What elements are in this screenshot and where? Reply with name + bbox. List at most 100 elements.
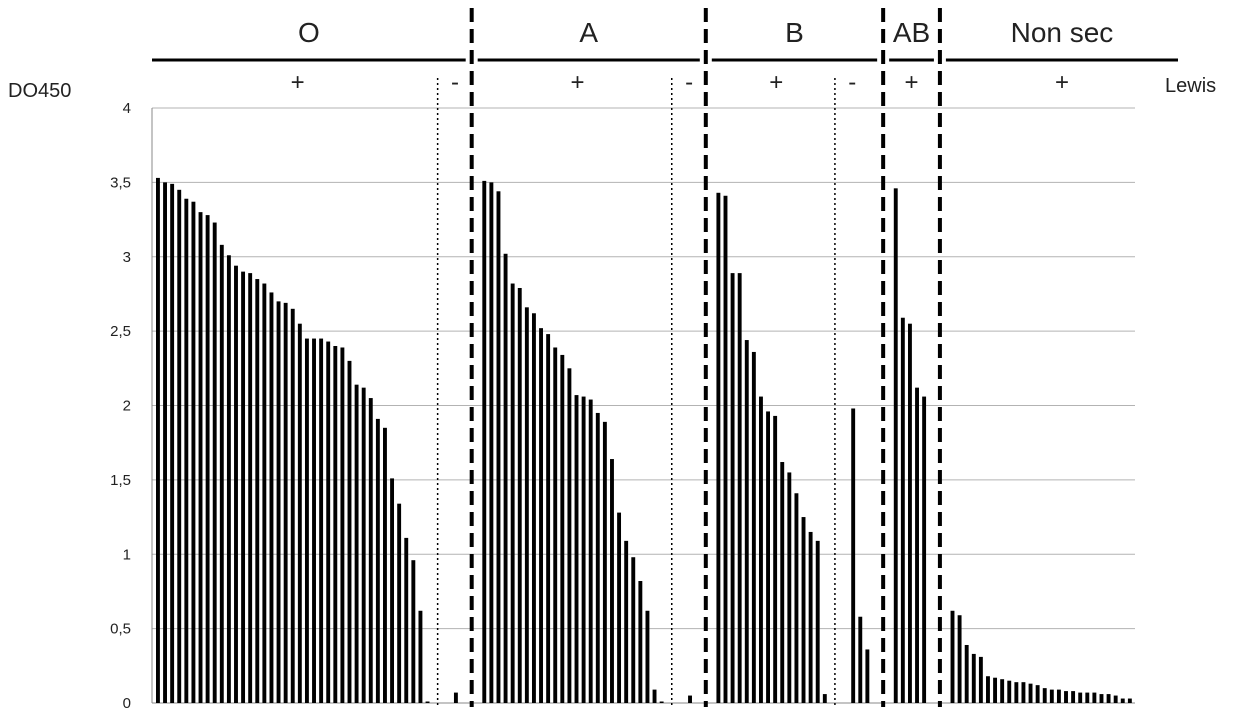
bar [645, 610, 650, 703]
bar [581, 396, 586, 703]
bar [1120, 698, 1125, 703]
bar [1113, 695, 1118, 703]
bar [922, 396, 927, 703]
bar [489, 182, 494, 704]
bar [503, 253, 508, 703]
bar [1014, 682, 1019, 703]
bar [1007, 680, 1012, 703]
bar [269, 292, 274, 703]
y-axis-title: DO450 [8, 80, 71, 102]
bar [418, 610, 423, 703]
bar [297, 323, 302, 703]
bar [737, 273, 742, 703]
bar [915, 387, 919, 703]
bar [397, 503, 402, 703]
bar [950, 610, 955, 703]
bar [766, 411, 770, 703]
lewis-sign: + [769, 69, 783, 96]
bar [390, 478, 395, 703]
bar [553, 347, 558, 703]
bar [688, 695, 692, 703]
y-tick-label: 0,5 [110, 621, 131, 638]
bar [156, 177, 160, 703]
bar [411, 560, 416, 703]
lewis-sign: - [451, 69, 459, 96]
bar [1000, 679, 1005, 703]
bar [255, 279, 260, 703]
bar [283, 302, 288, 703]
bar [383, 427, 387, 703]
bar [304, 338, 309, 703]
bar [290, 308, 295, 703]
bar [1035, 685, 1040, 703]
bar [588, 399, 593, 703]
bar [184, 198, 189, 704]
bar [333, 346, 338, 703]
bar [957, 615, 962, 703]
y-tick-label: 3,5 [110, 174, 131, 191]
bar [368, 398, 373, 703]
y-tick-label: 1,5 [110, 472, 131, 489]
bar [780, 462, 785, 703]
bar [375, 418, 380, 703]
lewis-sign: + [905, 69, 919, 96]
bar [865, 649, 870, 703]
bar [1021, 682, 1026, 703]
bar [631, 557, 636, 703]
bar [907, 323, 912, 703]
bar [276, 301, 281, 704]
group-label: Non sec [1011, 17, 1114, 48]
y-tick-label: 2 [123, 398, 131, 415]
bar [787, 472, 792, 703]
bar [248, 273, 253, 703]
bar [1042, 688, 1047, 704]
bar [425, 701, 430, 703]
bar [602, 421, 607, 703]
bar [986, 676, 990, 703]
bar [1064, 691, 1068, 703]
bar [822, 694, 827, 703]
bar [560, 354, 565, 703]
bar [539, 328, 543, 703]
bar [517, 287, 522, 703]
bar [234, 265, 238, 703]
bar [531, 313, 536, 703]
bar [212, 222, 217, 704]
bar [723, 195, 728, 703]
bar [524, 307, 529, 703]
bar [347, 360, 352, 704]
bar [730, 273, 735, 703]
bar [226, 255, 231, 703]
y-axis-ticks: 0 0,5 1 1,5 2 2,5 3 3,5 4 [110, 100, 131, 709]
bar [198, 212, 203, 704]
group-headers: O+ -A+ -B+ -AB+Non sec+ [152, 17, 1178, 96]
lewis-sign: + [291, 69, 305, 96]
lewis-sign: + [571, 69, 585, 96]
bar [659, 701, 664, 703]
bar [716, 192, 721, 704]
bar [993, 677, 998, 703]
bar [482, 180, 487, 703]
bar [262, 283, 267, 703]
bar [744, 340, 749, 703]
bar [1085, 692, 1090, 703]
bar [815, 540, 820, 703]
bar [759, 396, 763, 703]
bar [1106, 694, 1111, 703]
bar [354, 384, 359, 703]
bar [326, 341, 331, 703]
bar [610, 459, 614, 703]
bar [453, 692, 458, 703]
group-label: O [298, 17, 320, 48]
bar [978, 656, 983, 703]
bar [312, 338, 316, 703]
bar [751, 351, 756, 703]
bar [971, 653, 976, 703]
bar [624, 540, 629, 703]
bar [773, 415, 778, 703]
bar [205, 215, 210, 703]
y-tick-label: 4 [123, 100, 131, 117]
bar [1028, 683, 1033, 703]
bar [808, 531, 813, 703]
bar [893, 188, 898, 703]
